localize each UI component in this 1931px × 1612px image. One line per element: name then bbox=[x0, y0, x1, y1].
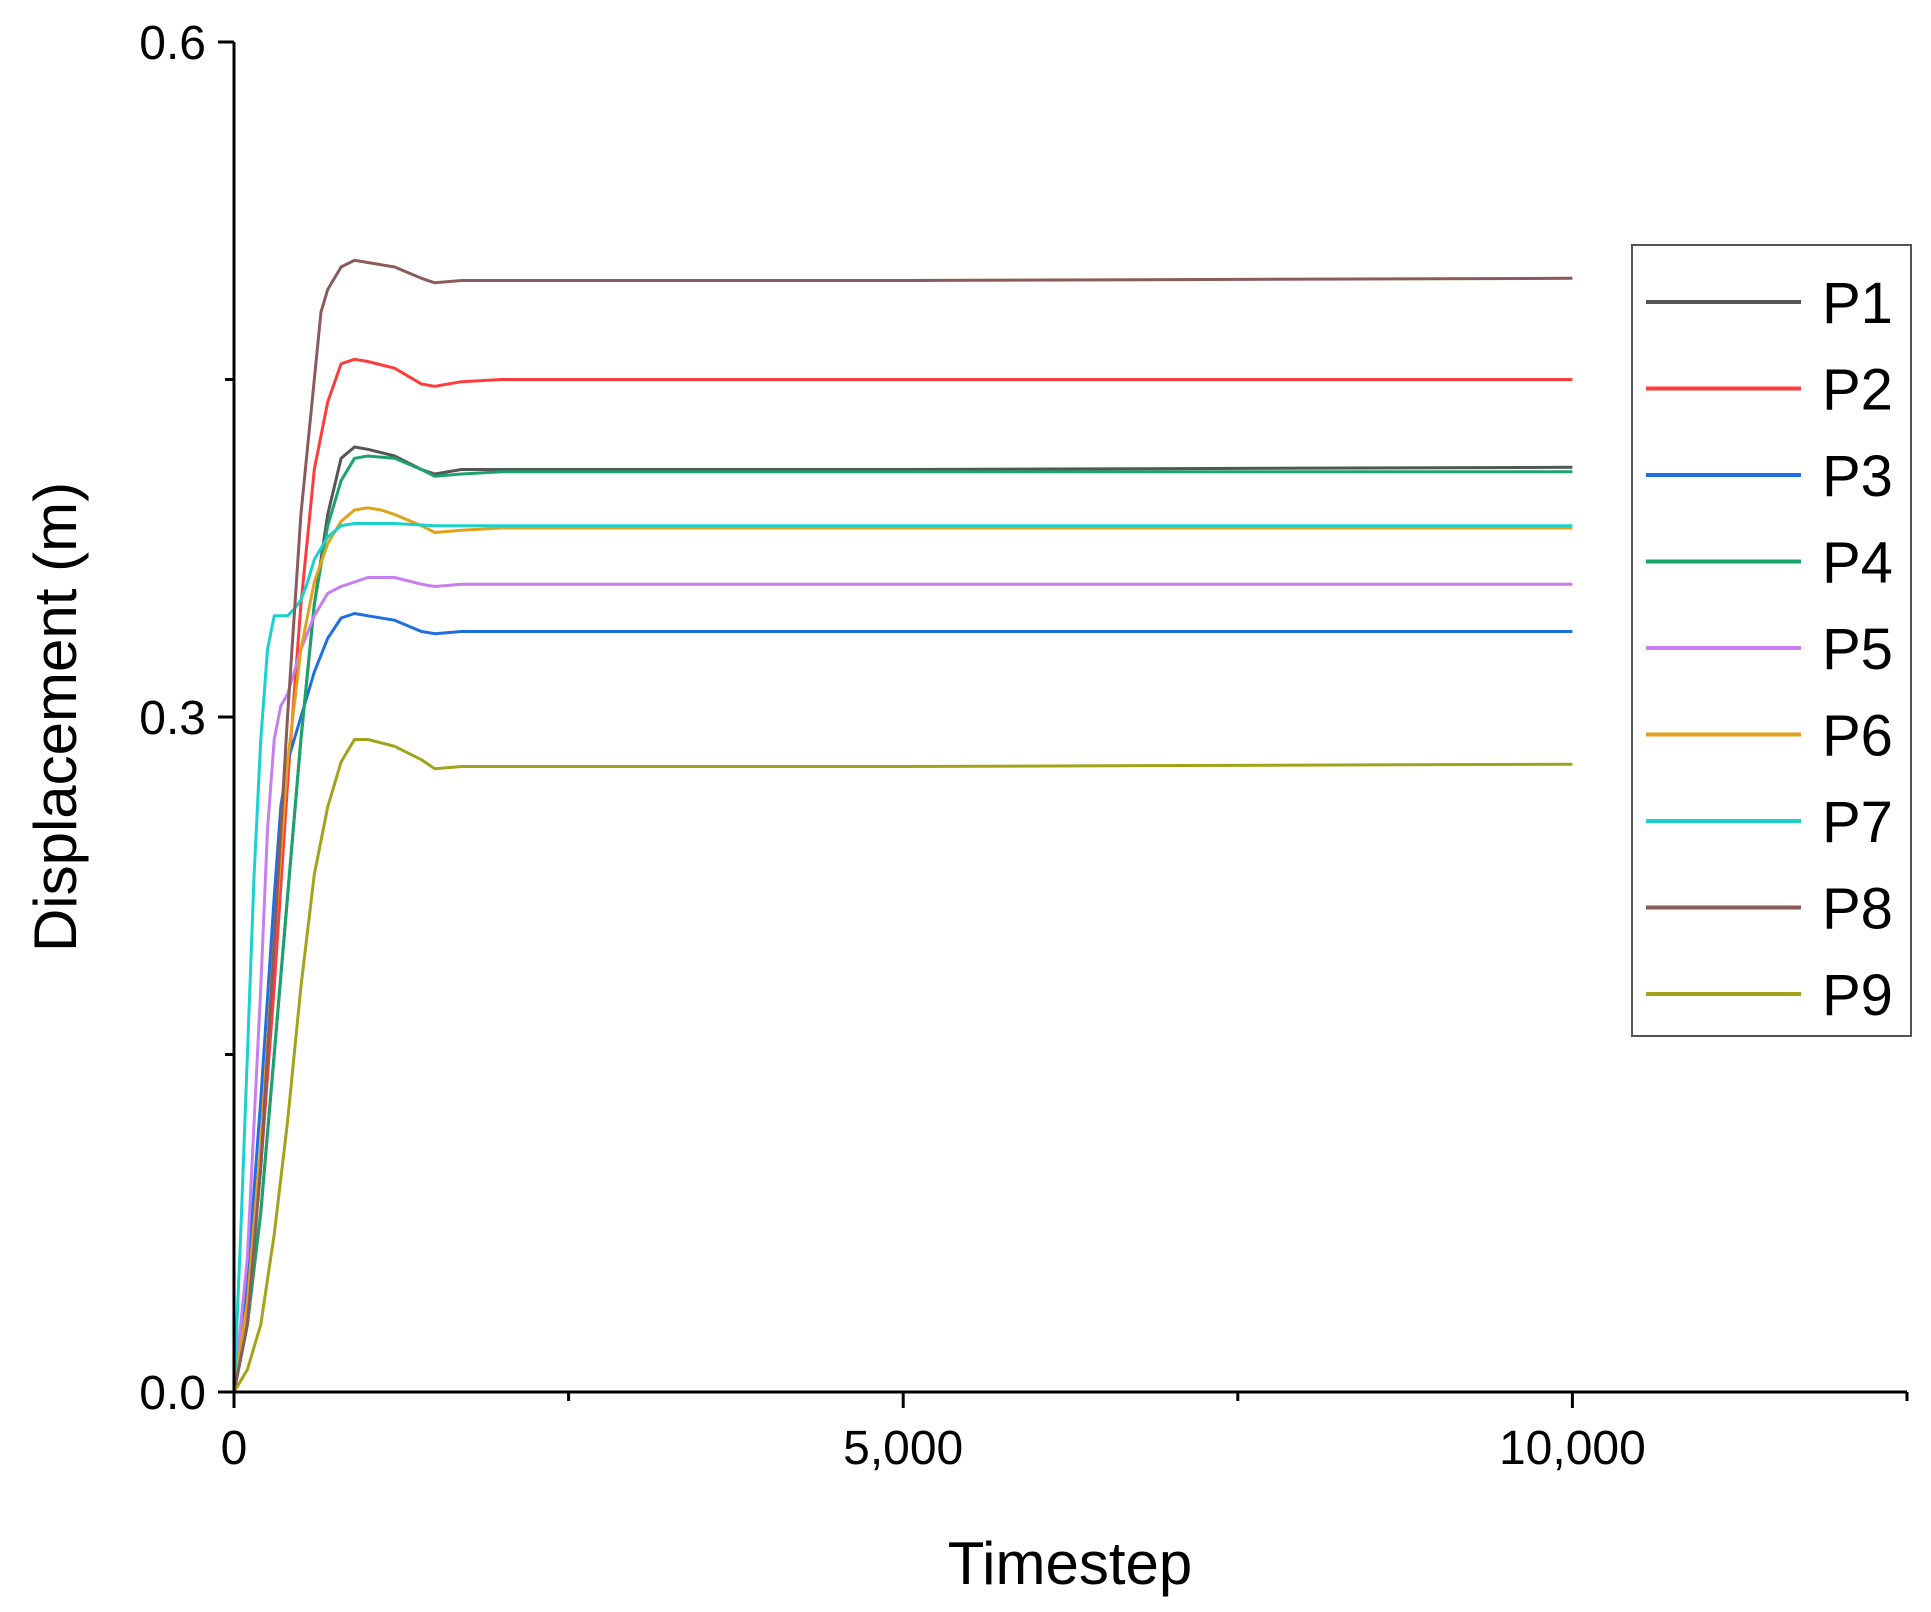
legend-label-p3: P3 bbox=[1822, 444, 1893, 509]
series-line-p1 bbox=[232, 445, 1573, 1393]
legend-label-p1: P1 bbox=[1822, 271, 1893, 336]
y-tick-label: 0.3 bbox=[139, 692, 206, 745]
series-line-p2 bbox=[232, 357, 1573, 1393]
x-tick-label: 5,000 bbox=[843, 1422, 963, 1475]
y-tick-label: 0.0 bbox=[139, 1367, 206, 1420]
legend-label-p6: P6 bbox=[1822, 704, 1893, 769]
ticks: 0 5,000 10,000 0.0 0.3 0.6 bbox=[139, 17, 1909, 1475]
legend-box bbox=[1631, 244, 1912, 1037]
series-line-p8 bbox=[232, 258, 1573, 1393]
series-line-p4 bbox=[232, 454, 1573, 1393]
series-line-p9 bbox=[232, 738, 1573, 1393]
legend-label-p5: P5 bbox=[1822, 617, 1893, 682]
x-tick-label: 10,000 bbox=[1499, 1422, 1646, 1475]
x-tick-label: 0 bbox=[221, 1422, 248, 1475]
legend-label-p8: P8 bbox=[1822, 877, 1893, 942]
y-axis-title: Displacement (m) bbox=[22, 482, 89, 952]
series-line-p6 bbox=[232, 506, 1573, 1393]
legend-label-p7: P7 bbox=[1822, 790, 1893, 855]
series-line-p7 bbox=[232, 522, 1573, 1393]
series-line-p5 bbox=[232, 576, 1573, 1393]
legend: P1 P2 P3 P4 P5 P6 P7 P8 P9 bbox=[1631, 244, 1912, 1037]
plot-lines bbox=[232, 258, 1573, 1393]
legend-label-p2: P2 bbox=[1822, 358, 1893, 423]
legend-label-p4: P4 bbox=[1822, 531, 1893, 596]
x-axis-title: Timestep bbox=[948, 1530, 1193, 1597]
y-tick-label: 0.6 bbox=[139, 17, 206, 70]
series-line-p3 bbox=[232, 612, 1573, 1393]
legend-label-p9: P9 bbox=[1822, 963, 1893, 1028]
